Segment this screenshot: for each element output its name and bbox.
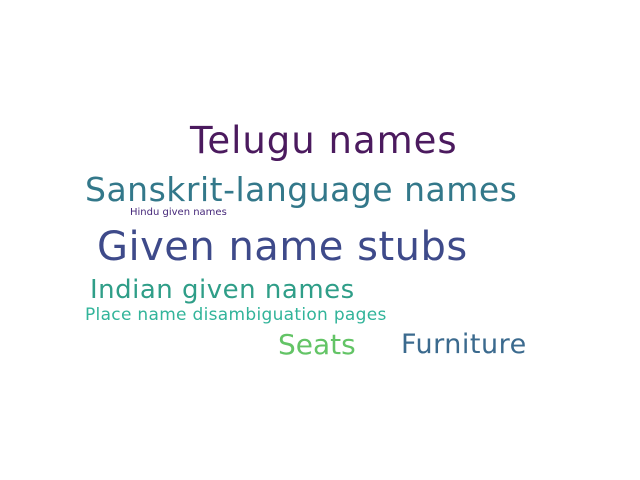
word-indian-given-names: Indian given names [90, 275, 355, 305]
word-given-name-stubs: Given name stubs [97, 224, 468, 270]
word-seats: Seats [278, 328, 356, 361]
word-furniture: Furniture [401, 329, 527, 360]
word-place-name-disambiguation-pages: Place name disambiguation pages [85, 305, 387, 325]
word-hindu-given-names: Hindu given names [130, 207, 227, 218]
word-sanskrit-language-names: Sanskrit-language names [85, 170, 518, 209]
word-telugu-names: Telugu names [190, 119, 458, 162]
